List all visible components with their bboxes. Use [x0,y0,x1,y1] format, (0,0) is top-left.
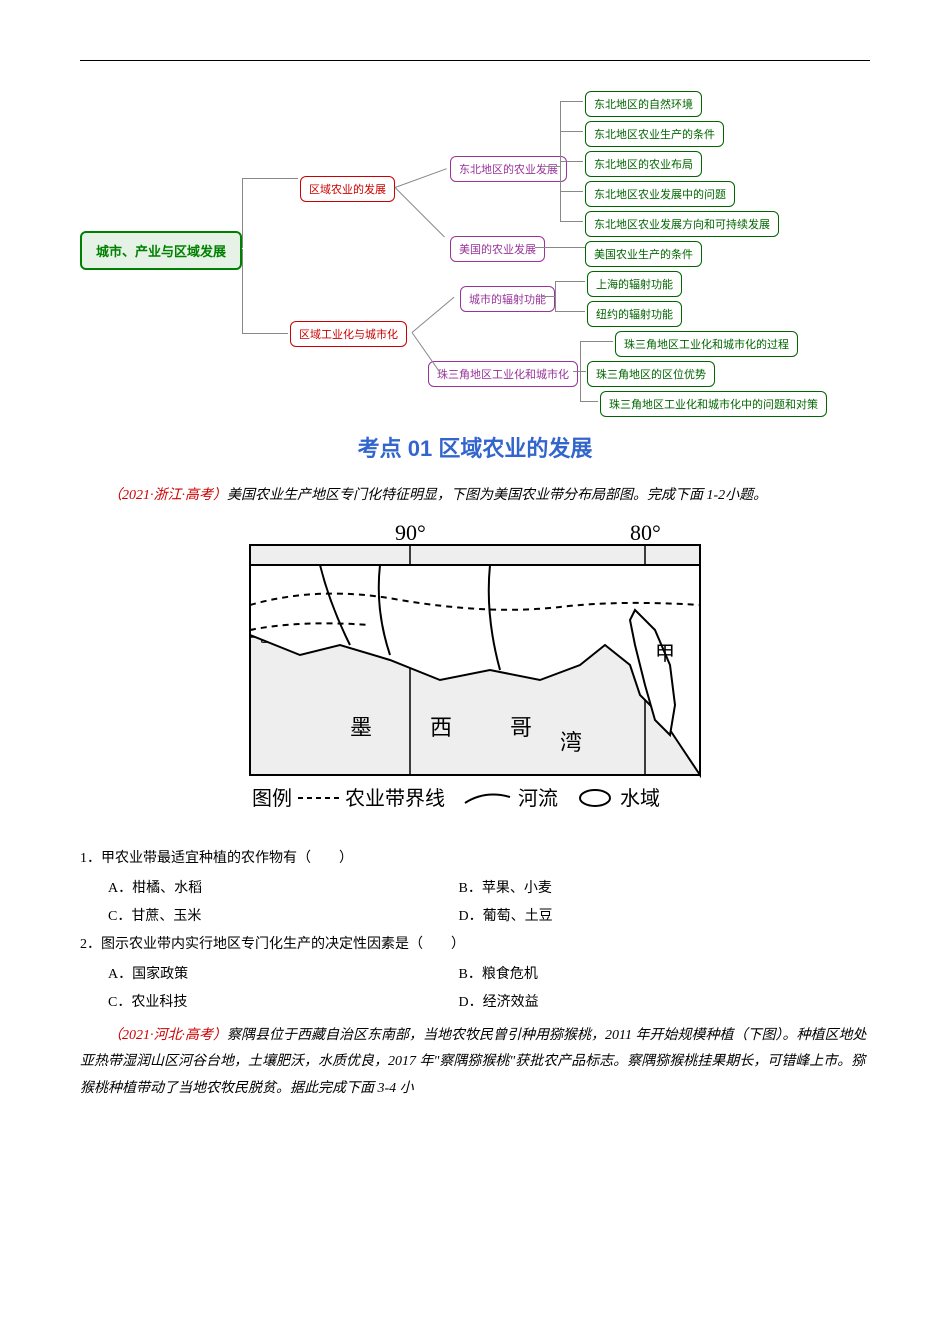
map-longitude-90: 90° [395,525,426,545]
mindmap-leaf: 东北地区农业生产的条件 [585,121,724,147]
mindmap-connector [542,166,560,167]
mindmap-connector [555,281,556,311]
option-2a: A．国家政策 [108,961,459,989]
map-label-mexico: 墨 西 哥 [350,715,550,740]
mindmap-sub-usa: 美国的农业发展 [450,236,545,262]
header-divider [80,60,870,61]
mindmap-connector [560,221,583,222]
map-legend-prefix: 图例 [252,787,292,810]
mindmap-leaf: 东北地区农业发展中的问题 [585,181,735,207]
mindmap-leaf: 珠三角地区工业化和城市化的过程 [615,331,798,357]
map-legend-river: 河流 [518,787,558,810]
option-1a: A．柑橘、水稻 [108,875,459,903]
mindmap-connector [395,187,445,237]
map-longitude-80: 80° [630,525,661,545]
mindmap-connector [242,249,288,334]
mindmap-connector [573,371,586,372]
option-1b: B．苹果、小麦 [459,875,810,903]
passage-2: （2021·河北·高考）察隅县位于西藏自治区东南部，当地农牧民曾引种用猕猴桃，2… [80,1023,870,1103]
mindmap-diagram: 城市、产业与区域发展 区域农业的发展 东北地区的农业发展 美国的农业发展 东北地… [80,91,870,401]
mindmap-connector [560,131,583,132]
map-label-bay: 湾 [560,730,582,755]
mindmap-connector [580,401,598,402]
section-title: 考点 01 区域农业的发展 [80,431,870,463]
mindmap-leaf: 珠三角地区的区位优势 [587,361,715,387]
mindmap-connector [412,297,455,333]
option-2d: D．经济效益 [459,989,810,1017]
map-label-jia: 甲 [655,643,675,665]
mindmap-connector [395,168,447,188]
passage-1: （2021·浙江·高考）美国农业生产地区专门化特征明显，下图为美国农业带分布局部… [80,483,870,510]
exam-source-2: （2021·河北·高考） [108,1028,227,1043]
mindmap-connector [555,281,585,282]
mindmap-leaf: 上海的辐射功能 [587,271,682,297]
mindmap-connector [560,101,583,102]
mindmap-sub-northeast: 东北地区的农业发展 [450,156,567,182]
mindmap-leaf: 纽约的辐射功能 [587,301,682,327]
mindmap-connector [242,178,298,248]
option-2b: B．粮食危机 [459,961,810,989]
option-1d: D．葡萄、土豆 [459,903,810,931]
mindmap-leaf: 美国农业生产的条件 [585,241,702,267]
mindmap-connector [412,332,441,374]
mindmap-connector [560,191,583,192]
mindmap-connector [542,296,555,297]
passage-text: 美国农业生产地区专门化特征明显，下图为美国农业带分布局部图。完成下面 1-2小题… [227,488,767,503]
option-2c: C．农业科技 [108,989,459,1017]
mindmap-connector [580,341,613,342]
usa-agriculture-map: 90° 80° 30° 甲 墨 西 哥 湾 图例 农业带界线 河流 水域 [240,525,710,825]
map-legend-water: 水域 [620,787,660,810]
mindmap-branch-agriculture: 区域农业的发展 [300,176,395,202]
exam-source: （2021·浙江·高考） [108,488,227,503]
mindmap-leaf: 东北地区的自然环境 [585,91,702,117]
map-figure: 90° 80° 30° 甲 墨 西 哥 湾 图例 农业带界线 河流 水域 [80,525,870,830]
mindmap-branch-industrial: 区域工业化与城市化 [290,321,407,347]
mindmap-connector [535,247,585,248]
mindmap-leaf: 珠三角地区工业化和城市化中的问题和对策 [600,391,827,417]
question-1-options: A．柑橘、水稻 B．苹果、小麦 C．甘蔗、玉米 D．葡萄、土豆 [108,875,870,931]
option-1c: C．甘蔗、玉米 [108,903,459,931]
map-legend-boundary: 农业带界线 [345,787,445,810]
mindmap-leaf: 东北地区农业发展方向和可持续发展 [585,211,779,237]
question-2-options: A．国家政策 B．粮食危机 C．农业科技 D．经济效益 [108,961,870,1017]
mindmap-root: 城市、产业与区域发展 [80,231,242,270]
mindmap-sub-prd: 珠三角地区工业化和城市化 [428,361,578,387]
mindmap-connector [555,311,585,312]
question-1-stem: 1．甲农业带最适宜种植的农作物有（ ） [80,845,870,873]
mindmap-connector [560,161,583,162]
mindmap-sub-city-radiation: 城市的辐射功能 [460,286,555,312]
question-2-stem: 2．图示农业带内实行地区专门化生产的决定性因素是（ ） [80,931,870,959]
mindmap-leaf: 东北地区的农业布局 [585,151,702,177]
